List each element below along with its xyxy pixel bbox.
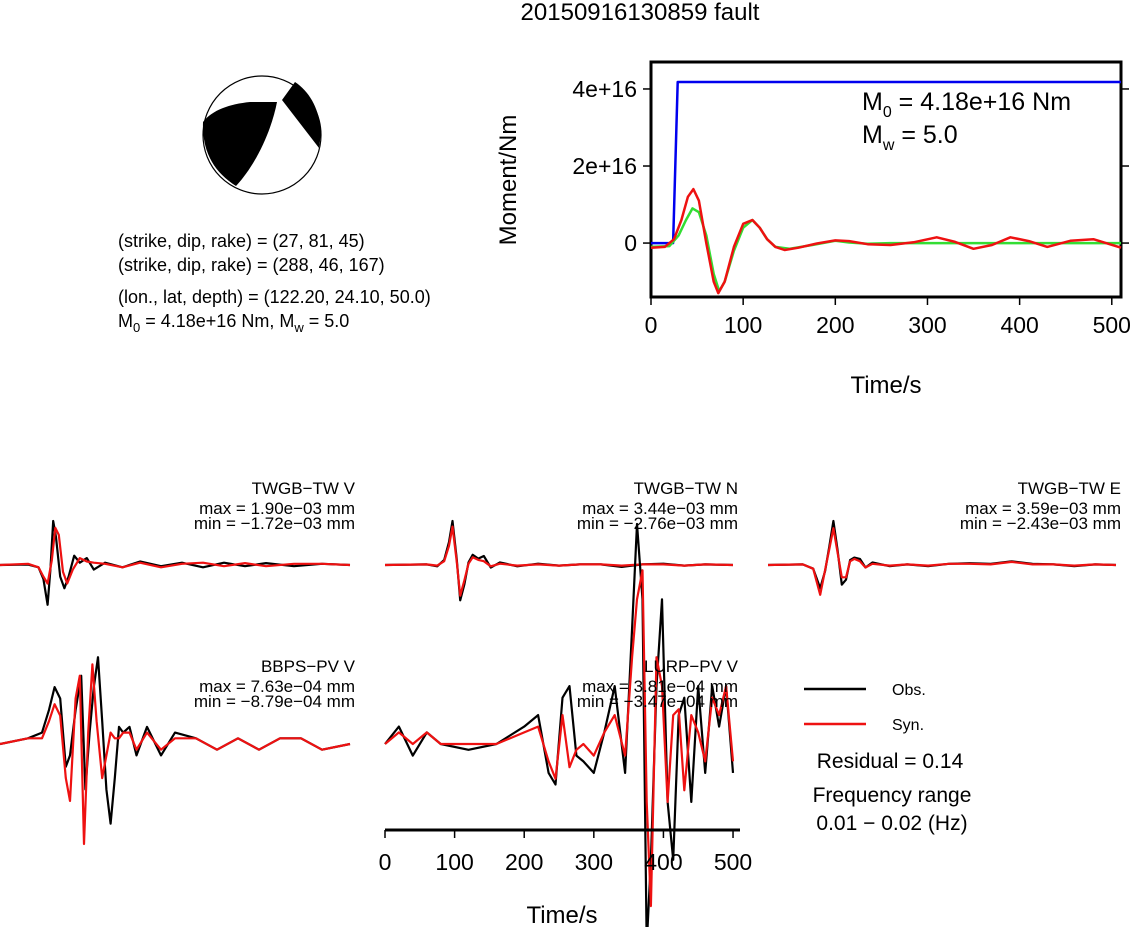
moment-ytick-label: 2e+16	[572, 153, 637, 179]
waveform-station-label: LURP−PV V	[644, 657, 739, 676]
waveform-min-label: min = −2.76e−03 mm	[577, 514, 738, 533]
moment-xtick-label: 200	[816, 312, 854, 338]
moment-ylabel: Moment/Nm	[495, 115, 522, 246]
waveform-synthetic	[384, 569, 735, 908]
moment-axis-ticks: 0 100 200 300 400 500 0 2e+16 4e+16	[572, 76, 1131, 338]
waveform-xtick-label: 0	[379, 849, 392, 875]
waveform-time-axis: Time/s 0 100 200 300 400 500	[379, 828, 752, 927]
waveform-xtick-label: 100	[435, 849, 473, 875]
waveform-station-label: TWGB−TW E	[1018, 479, 1121, 498]
waveform-legend: Obs. Syn. Residual = 0.14 Frequency rang…	[804, 682, 971, 835]
waveform-max-label: max = 3.44e−03 mm	[582, 499, 738, 518]
moment-xtick-label: 300	[908, 312, 946, 338]
moment-xtick-label: 500	[1093, 312, 1131, 338]
waveform-xlabel: Time/s	[526, 902, 597, 927]
waveform-synthetic	[0, 663, 351, 846]
waveform-max-label: max = 1.90e−03 mm	[199, 499, 355, 518]
frequency-range-value: 0.01 − 0.02 (Hz)	[816, 812, 967, 835]
moment-ytick-label: 0	[624, 230, 637, 256]
moment-ytick-label: 4e+16	[572, 76, 637, 102]
moment-m0-annotation: M0 = 4.18e+16 Nm	[862, 88, 1071, 121]
waveform-station-label: BBPS−PV V	[261, 657, 356, 676]
moment-xtick-label: 400	[1000, 312, 1038, 338]
waveform-max-label: max = 7.63e−04 mm	[199, 677, 355, 696]
moment-plot-frame	[649, 60, 1123, 299]
waveform-xtick-label: 500	[714, 849, 752, 875]
waveform-min-label: min = −8.79e−04 mm	[194, 692, 355, 711]
waveform-min-label: min = −3.47e−04 mm	[577, 692, 738, 711]
waveform-synthetic	[0, 526, 351, 585]
waveform-max-label: max = 3.59e−03 mm	[965, 499, 1121, 518]
frequency-range-label: Frequency range	[813, 784, 972, 807]
residual-label: Residual = 0.14	[817, 750, 964, 773]
waveform-station-label: TWGB−TW V	[252, 479, 356, 498]
info-block: (strike, dip, rake) = (27, 81, 45) (stri…	[118, 231, 431, 335]
info-nodal-plane-2: (strike, dip, rake) = (288, 46, 167)	[118, 255, 385, 275]
waveform-xtick-label: 300	[575, 849, 613, 875]
moment-xtick-label: 100	[724, 312, 762, 338]
beachball	[202, 75, 322, 195]
waveform-max-label: max = 3.81e−04 mm	[582, 677, 738, 696]
moment-series-moment-rate-1	[650, 207, 1121, 293]
beachball-left-quadrant	[202, 102, 277, 186]
waveform-xtick-label: 200	[505, 849, 543, 875]
waveform-station-label: TWGB−TW N	[634, 479, 738, 498]
moment-xlabel: Time/s	[850, 372, 921, 399]
moment-series	[650, 80, 1122, 295]
info-nodal-plane-1: (strike, dip, rake) = (27, 81, 45)	[118, 231, 365, 251]
beachball-right-quadrant	[282, 82, 321, 148]
info-location: (lon., lat, depth) = (122.20, 24.10, 50.…	[118, 287, 431, 307]
legend-syn-label: Syn.	[892, 717, 924, 734]
waveform-min-label: min = −1.72e−03 mm	[194, 514, 355, 533]
info-magnitude: M0 = 4.18e+16 Nm, Mw = 5.0	[118, 311, 349, 335]
moment-xtick-label: 0	[645, 312, 658, 338]
waveform-synthetic	[384, 525, 734, 597]
moment-series-cumulative-moment	[651, 80, 1121, 245]
waveform-min-label: min = −2.43e−03 mm	[960, 514, 1121, 533]
waveform-synthetic	[767, 527, 1117, 596]
figure-title: 20150916130859 fault	[521, 0, 760, 26]
moment-panel: 0 100 200 300 400 500 0 2e+16 4e+16 Time/s Momen…	[495, 60, 1131, 399]
waveform-xtick-label: 400	[644, 849, 682, 875]
moment-mw-annotation: Mw = 5.0	[862, 121, 958, 154]
legend-obs-label: Obs.	[892, 682, 926, 699]
moment-series-moment-rate-2	[650, 187, 1122, 295]
